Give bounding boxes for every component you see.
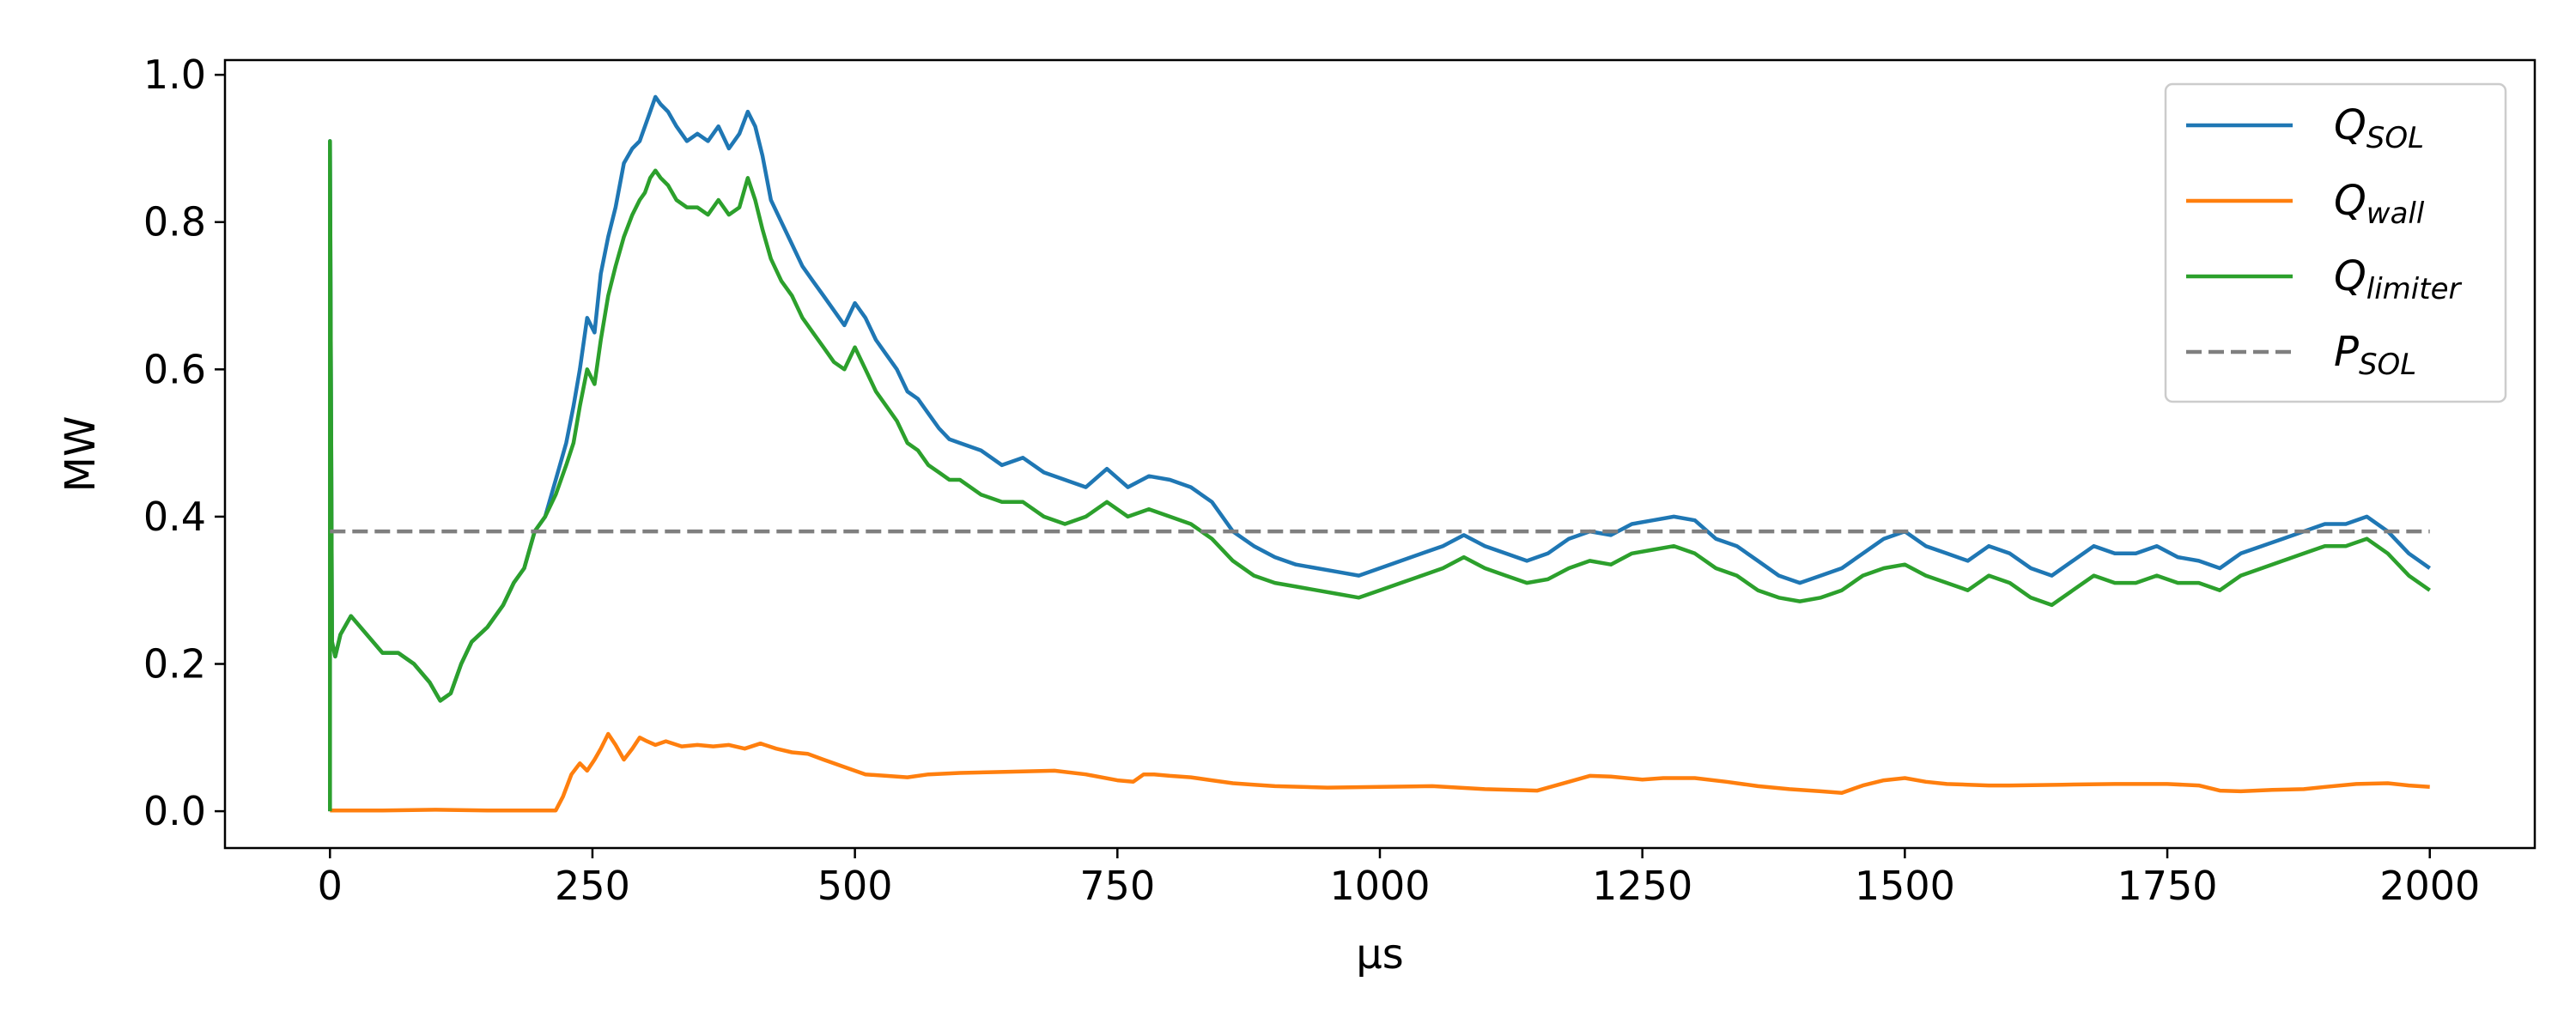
y-tick-label: 0.4 <box>143 494 206 540</box>
legend-entry-label: QSOL <box>2334 101 2424 155</box>
x-tick-label: 750 <box>1079 863 1155 909</box>
legend-entry-label: PSOL <box>2334 328 2416 382</box>
y-tick-label: 0.2 <box>143 641 206 688</box>
x-tick-label: 2000 <box>2379 863 2480 909</box>
ticks-layer: 0 250 500 750 1000 1250 1500 1750 2000 0.0 0.2 0.4 0… <box>143 52 2480 909</box>
x-tick-label: 1000 <box>1329 863 1430 909</box>
y-tick-label: 1.0 <box>143 52 206 98</box>
x-tick-label: 1750 <box>2117 863 2218 909</box>
x-tick-label: 1250 <box>1592 863 1692 909</box>
legend-entry-label: Qlimiter <box>2334 252 2462 306</box>
legend: QSOL Qwall Qlimiter PSOL <box>2164 82 2507 403</box>
series-line-q-sol <box>328 94 2431 812</box>
legend-entry-label: Qwall <box>2334 177 2425 231</box>
x-tick-label: 0 <box>318 863 343 909</box>
legend-box <box>2164 82 2507 403</box>
y-tick-label: 0.6 <box>143 346 206 392</box>
x-axis-label: μs <box>1356 930 1404 978</box>
x-tick-label: 500 <box>817 863 893 909</box>
y-axis-label: MW <box>57 416 105 493</box>
series-line-q-wall <box>330 731 2430 813</box>
x-tick-label: 250 <box>555 863 630 909</box>
y-tick-label: 0.8 <box>143 199 206 245</box>
x-tick-label: 1500 <box>1855 863 1955 909</box>
series-line-q-limiter <box>328 139 2431 812</box>
y-tick-label: 0.0 <box>143 788 206 834</box>
series-layer <box>328 94 2431 813</box>
